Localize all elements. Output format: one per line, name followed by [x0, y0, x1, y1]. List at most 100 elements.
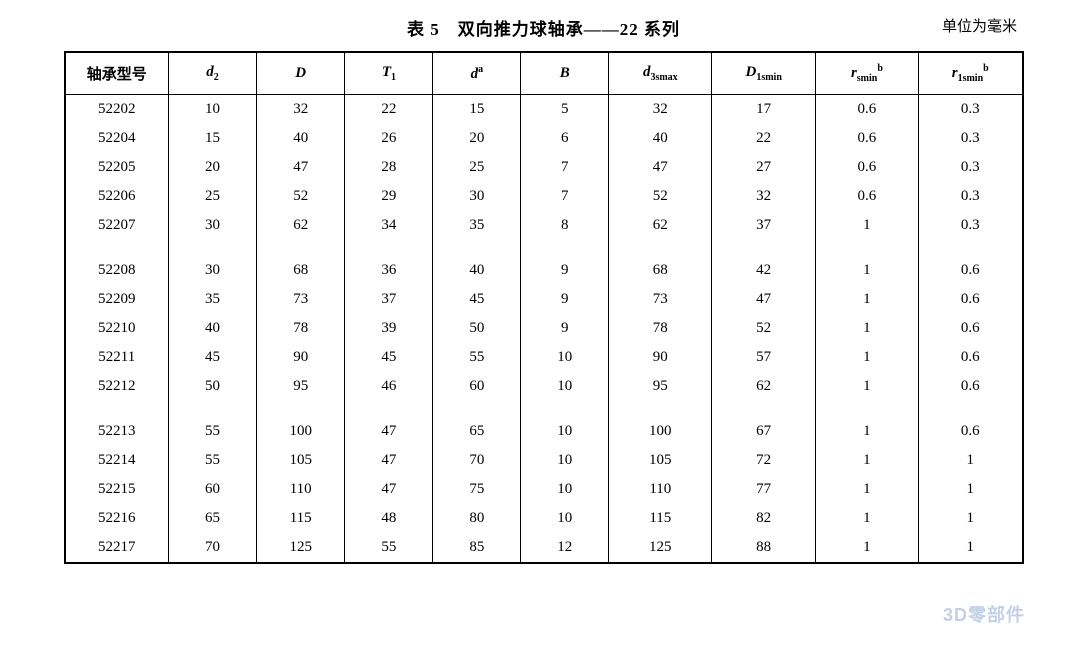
col-header-7: D1smin: [712, 52, 815, 95]
table-cell: 1: [815, 343, 918, 372]
table-cell: 40: [256, 124, 345, 153]
table-cell: 70: [169, 533, 257, 563]
table-cell: 1: [815, 475, 918, 504]
table-cell: 32: [712, 182, 815, 211]
table-cell: 10: [521, 372, 609, 401]
table-cell: 10: [169, 95, 257, 125]
table-cell: 0.6: [918, 314, 1022, 343]
table-cell: 65: [169, 504, 257, 533]
table-cell: 25: [169, 182, 257, 211]
table-cell: 62: [256, 211, 345, 240]
table-cell: 55: [169, 417, 257, 446]
table-cell: 47: [609, 153, 712, 182]
table-cell: 45: [433, 285, 521, 314]
table-cell: 0.6: [918, 285, 1022, 314]
table-cell: 1: [815, 533, 918, 563]
table-cell: 52204: [65, 124, 169, 153]
table-row: 5220210322215532170.60.3: [65, 95, 1023, 125]
spacer-row: [65, 240, 1023, 256]
table-cell: 110: [256, 475, 345, 504]
table-cell: 1: [815, 446, 918, 475]
table-cell: 78: [256, 314, 345, 343]
table-cell: 27: [712, 153, 815, 182]
table-cell: 9: [521, 285, 609, 314]
table-cell: 1: [918, 504, 1022, 533]
table-cell: 0.6: [918, 417, 1022, 446]
table-cell: 22: [345, 95, 433, 125]
table-cell: 68: [256, 256, 345, 285]
table-cell: 30: [169, 211, 257, 240]
table-cell: 52: [712, 314, 815, 343]
table-cell: 52205: [65, 153, 169, 182]
table-cell: 7: [521, 153, 609, 182]
table-cell: 30: [433, 182, 521, 211]
col-header-2: D: [256, 52, 345, 95]
table-cell: 47: [256, 153, 345, 182]
col-header-5: B: [521, 52, 609, 95]
table-row: 52207306234358623710.3: [65, 211, 1023, 240]
table-cell: 47: [345, 417, 433, 446]
table-cell: 40: [433, 256, 521, 285]
table-cell: 70: [433, 446, 521, 475]
table-cell: 47: [712, 285, 815, 314]
col-header-6: d3smax: [609, 52, 712, 95]
table-cell: 0.6: [815, 153, 918, 182]
table-cell: 115: [256, 504, 345, 533]
table-cell: 15: [433, 95, 521, 125]
table-cell: 55: [433, 343, 521, 372]
table-body: 5220210322215532170.60.35220415402620640…: [65, 95, 1023, 564]
table-row: 5220625522930752320.60.3: [65, 182, 1023, 211]
table-cell: 62: [712, 372, 815, 401]
table-cell: 10: [521, 417, 609, 446]
table-row: 5220520472825747270.60.3: [65, 153, 1023, 182]
table-cell: 52212: [65, 372, 169, 401]
table-cell: 9: [521, 256, 609, 285]
watermark: 3D零部件: [943, 601, 1025, 627]
table-cell: 10: [521, 343, 609, 372]
table-cell: 52217: [65, 533, 169, 563]
table-cell: 78: [609, 314, 712, 343]
table-cell: 50: [169, 372, 257, 401]
table-cell: 52211: [65, 343, 169, 372]
table-cell: 0.6: [815, 182, 918, 211]
table-cell: 52206: [65, 182, 169, 211]
table-cell: 52213: [65, 417, 169, 446]
table-cell: 60: [433, 372, 521, 401]
table-cell: 47: [345, 446, 433, 475]
table-cell: 0.3: [918, 211, 1022, 240]
table-cell: 48: [345, 504, 433, 533]
table-cell: 72: [712, 446, 815, 475]
table-cell: 9: [521, 314, 609, 343]
table-cell: 37: [345, 285, 433, 314]
table-cell: 0.6: [918, 256, 1022, 285]
table-cell: 8: [521, 211, 609, 240]
table-cell: 6: [521, 124, 609, 153]
table-row: 522114590455510905710.6: [65, 343, 1023, 372]
table-cell: 52207: [65, 211, 169, 240]
table-cell: 29: [345, 182, 433, 211]
table-cell: 20: [433, 124, 521, 153]
table-cell: 57: [712, 343, 815, 372]
table-cell: 32: [609, 95, 712, 125]
table-cell: 85: [433, 533, 521, 563]
table-cell: 50: [433, 314, 521, 343]
col-header-0: 轴承型号: [65, 52, 169, 95]
table-cell: 0.6: [815, 95, 918, 125]
table-cell: 95: [256, 372, 345, 401]
spacer-row: [65, 401, 1023, 417]
table-cell: 0.3: [918, 182, 1022, 211]
table-row: 52214551054770101057211: [65, 446, 1023, 475]
col-header-3: T1: [345, 52, 433, 95]
table-row: 522125095466010956210.6: [65, 372, 1023, 401]
table-row: 52210407839509785210.6: [65, 314, 1023, 343]
table-cell: 95: [609, 372, 712, 401]
table-cell: 1: [815, 211, 918, 240]
table-cell: 35: [433, 211, 521, 240]
table-cell: 15: [169, 124, 257, 153]
table-cell: 20: [169, 153, 257, 182]
table-cell: 40: [169, 314, 257, 343]
table-row: 52215601104775101107711: [65, 475, 1023, 504]
table-cell: 1: [918, 475, 1022, 504]
table-cell: 35: [169, 285, 257, 314]
col-header-9: r1sminb: [918, 52, 1022, 95]
